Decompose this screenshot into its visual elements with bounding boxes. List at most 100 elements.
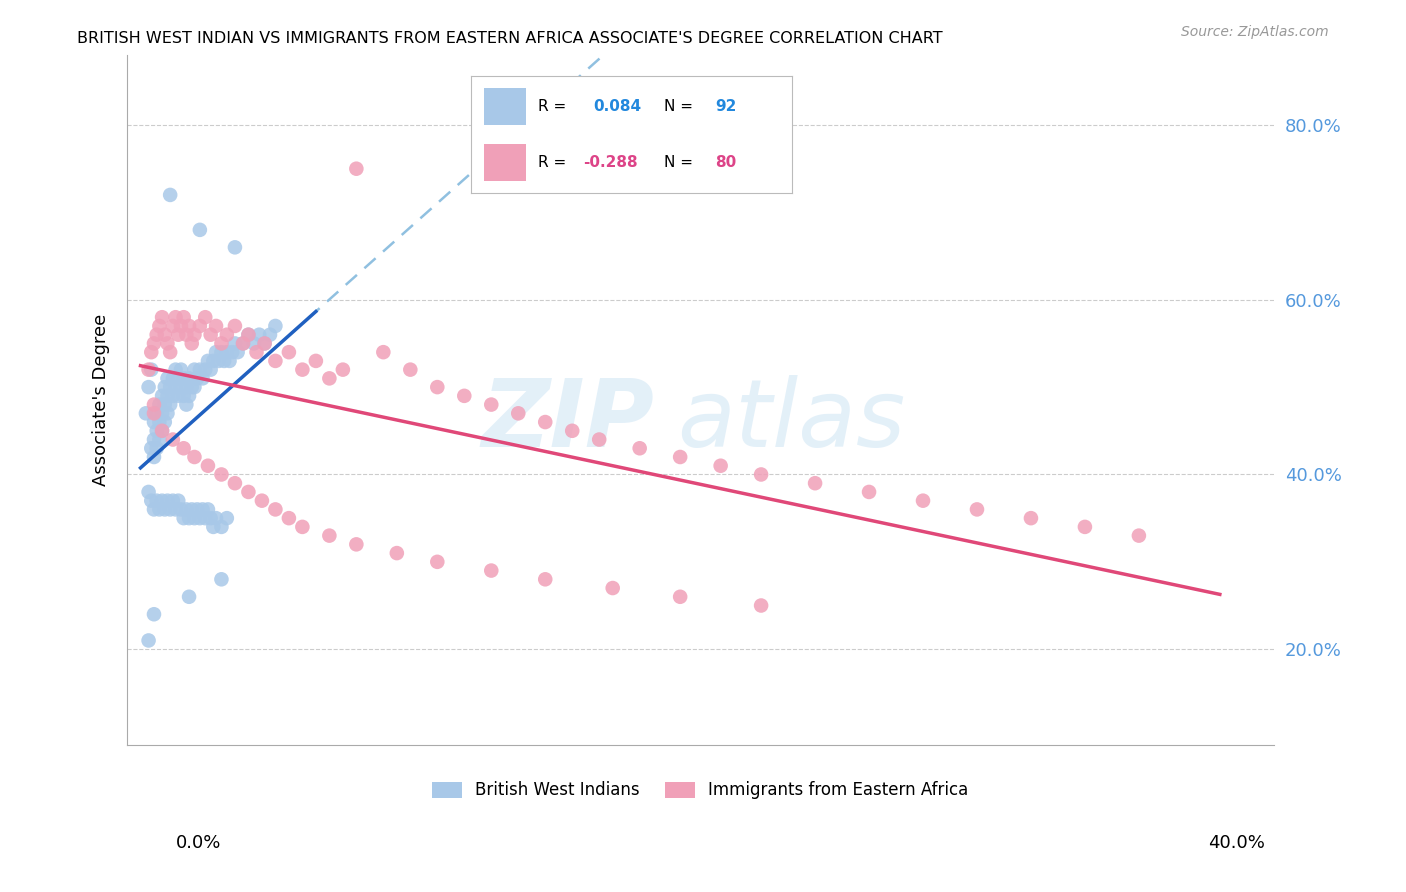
Point (243, 336, 266, 351)
Point (138, 380, 160, 394)
Point (588, 433, 610, 447)
Text: atlas: atlas (678, 376, 905, 467)
Point (177, 389, 200, 403)
Point (318, 528, 340, 542)
Point (143, 450, 166, 464)
Point (209, 572, 232, 586)
Point (162, 389, 184, 403)
Point (218, 354, 240, 368)
Text: Source: ZipAtlas.com: Source: ZipAtlas.com (1181, 25, 1329, 39)
Point (176, 380, 198, 394)
Point (534, 572, 557, 586)
Point (264, 318, 287, 333)
Point (153, 415, 176, 429)
Point (208, 354, 231, 368)
Point (479, 398, 502, 412)
Point (1019, 511, 1042, 525)
Point (143, 415, 166, 429)
Point (148, 398, 170, 412)
Point (191, 502, 214, 516)
Point (156, 406, 179, 420)
Point (177, 590, 200, 604)
Point (188, 362, 211, 376)
Point (165, 310, 187, 325)
Point (209, 336, 232, 351)
Point (205, 511, 228, 525)
Point (245, 345, 267, 359)
Y-axis label: Associate's Degree: Associate's Degree (93, 314, 110, 486)
Point (318, 371, 340, 385)
Text: 0.0%: 0.0% (176, 834, 221, 852)
Point (145, 493, 167, 508)
Point (177, 318, 200, 333)
Point (238, 485, 260, 500)
Point (156, 493, 179, 508)
Point (170, 318, 193, 333)
Point (165, 362, 187, 376)
Point (628, 442, 651, 456)
Point (148, 318, 170, 333)
Point (143, 406, 166, 420)
Point (159, 345, 181, 359)
Point (183, 380, 205, 394)
Point (344, 537, 367, 551)
Point (183, 327, 205, 342)
Point (205, 345, 228, 359)
Point (143, 398, 166, 412)
Point (150, 389, 173, 403)
Point (173, 442, 195, 456)
Point (173, 511, 195, 525)
Point (453, 389, 475, 403)
Point (180, 336, 202, 351)
Point (141, 493, 163, 508)
Point (332, 362, 354, 376)
Point (426, 555, 449, 569)
Point (173, 371, 195, 385)
Point (305, 354, 328, 368)
Point (188, 318, 211, 333)
Point (148, 415, 170, 429)
Point (183, 450, 205, 464)
Point (145, 442, 167, 456)
Point (170, 502, 193, 516)
Point (156, 389, 179, 403)
Point (138, 633, 160, 648)
Point (200, 327, 222, 342)
Point (170, 380, 193, 394)
Point (159, 502, 181, 516)
Point (259, 327, 281, 342)
Point (156, 371, 179, 385)
Point (212, 354, 235, 368)
Point (602, 581, 624, 595)
Point (159, 188, 181, 202)
Point (153, 398, 176, 412)
Point (186, 502, 208, 516)
Point (202, 354, 225, 368)
Point (145, 424, 167, 438)
Point (150, 424, 173, 438)
Point (561, 424, 583, 438)
Point (145, 406, 167, 420)
Point (221, 345, 243, 359)
Point (277, 345, 299, 359)
Point (226, 345, 249, 359)
Point (138, 485, 160, 500)
Point (141, 345, 163, 359)
Point (399, 362, 422, 376)
Point (176, 398, 198, 412)
Point (232, 336, 254, 351)
Point (167, 371, 190, 385)
Point (159, 380, 181, 394)
Text: ZIP: ZIP (482, 375, 655, 467)
Point (291, 520, 314, 534)
Point (162, 318, 184, 333)
Point (250, 493, 273, 508)
Point (194, 511, 217, 525)
Point (534, 415, 557, 429)
Point (143, 336, 166, 351)
Point (197, 458, 219, 473)
Point (159, 398, 181, 412)
Point (804, 476, 827, 491)
Point (215, 511, 238, 525)
Point (150, 406, 173, 420)
